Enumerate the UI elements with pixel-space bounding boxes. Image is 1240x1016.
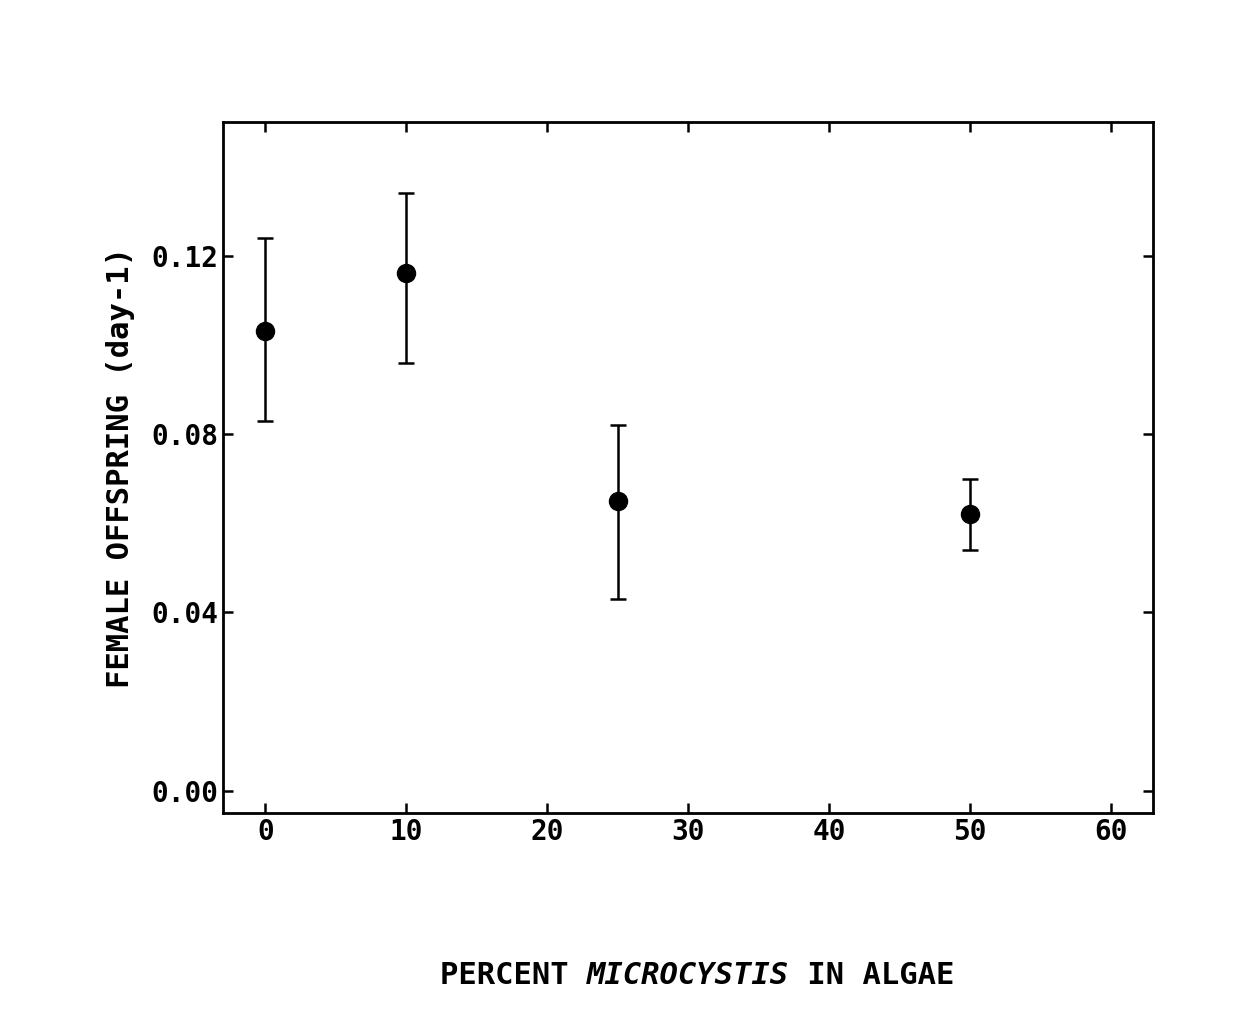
Text: MICROCYSTIS: MICROCYSTIS <box>587 961 790 990</box>
Y-axis label: FEMALE OFFSPRING (day-1): FEMALE OFFSPRING (day-1) <box>105 247 135 688</box>
Text: PERCENT: PERCENT <box>440 961 587 990</box>
Text: IN ALGAE: IN ALGAE <box>790 961 955 990</box>
